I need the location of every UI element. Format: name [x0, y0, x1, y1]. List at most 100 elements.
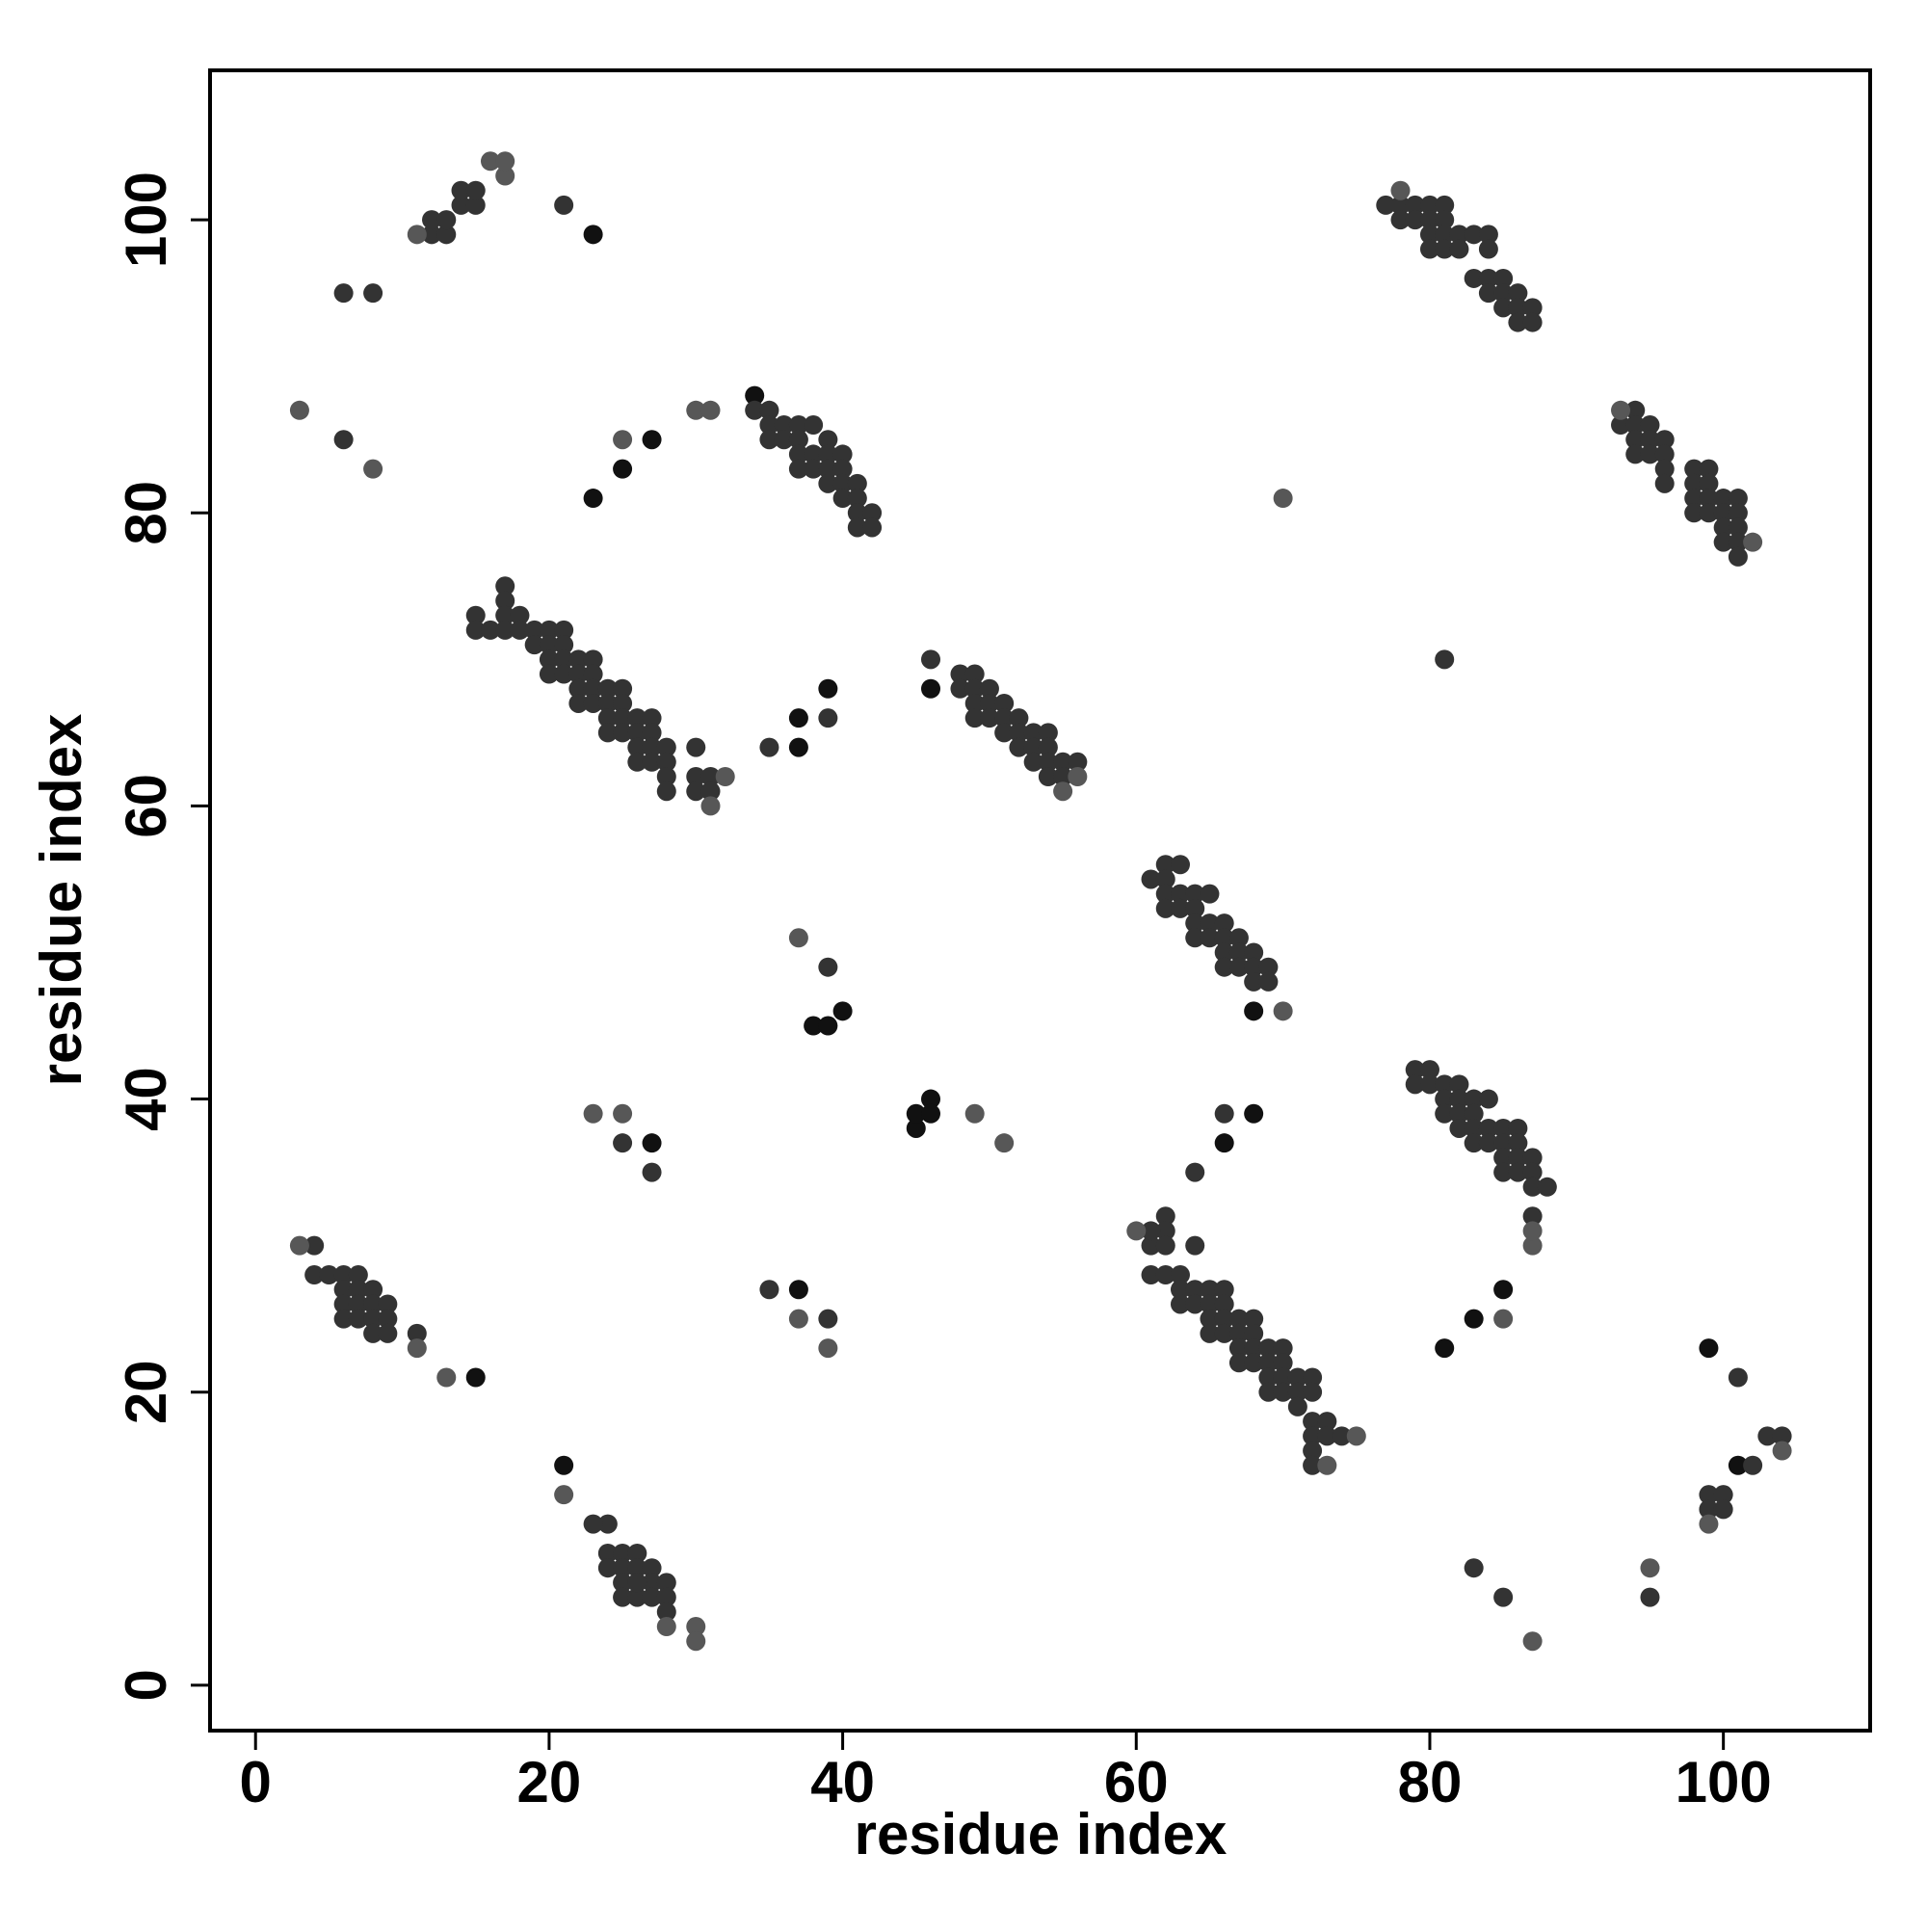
point	[1419, 239, 1439, 259]
point	[1141, 1265, 1161, 1285]
point	[1273, 1338, 1293, 1359]
point	[1522, 1206, 1543, 1227]
point	[348, 1294, 368, 1314]
point	[804, 444, 824, 464]
point	[804, 415, 824, 436]
point	[1522, 1631, 1543, 1652]
point	[1625, 415, 1646, 436]
point	[818, 444, 838, 464]
point	[1170, 1280, 1190, 1300]
point	[1435, 1074, 1455, 1095]
point	[964, 708, 985, 728]
point	[597, 723, 618, 743]
point	[451, 195, 471, 215]
point	[1214, 1133, 1234, 1153]
point	[597, 693, 618, 713]
point	[1654, 459, 1675, 479]
point	[1317, 1426, 1337, 1446]
point	[613, 678, 633, 699]
point	[1258, 1382, 1279, 1402]
point	[627, 1543, 647, 1563]
point	[495, 166, 515, 186]
y-tick-label: 40	[114, 1067, 178, 1131]
point	[1170, 1294, 1190, 1314]
point	[715, 766, 735, 786]
point	[788, 459, 808, 479]
point	[1640, 444, 1660, 464]
point	[1376, 195, 1396, 215]
point	[1214, 1280, 1234, 1300]
point	[613, 1103, 633, 1124]
point	[554, 620, 574, 640]
point	[1214, 1103, 1234, 1124]
point	[583, 693, 603, 713]
point	[1684, 459, 1704, 479]
point	[964, 678, 985, 699]
point	[847, 473, 867, 493]
point	[818, 1016, 838, 1036]
point	[1228, 928, 1249, 948]
point	[1009, 708, 1029, 728]
point	[363, 1309, 383, 1329]
point	[554, 635, 574, 655]
point	[1478, 283, 1498, 304]
point	[1185, 884, 1205, 904]
point	[1508, 1118, 1528, 1138]
y-tick-label: 20	[114, 1360, 178, 1424]
point	[1068, 752, 1088, 772]
point	[788, 737, 808, 757]
point	[613, 1558, 633, 1578]
point	[979, 708, 999, 728]
point	[686, 766, 706, 786]
point	[1053, 781, 1073, 802]
point	[1449, 1089, 1469, 1109]
point	[480, 151, 500, 172]
point	[524, 635, 544, 655]
point	[1493, 1118, 1514, 1138]
point	[1464, 225, 1484, 245]
point	[1772, 1426, 1792, 1446]
point	[554, 195, 574, 215]
point	[1464, 1558, 1484, 1578]
point	[465, 180, 486, 200]
point	[583, 664, 603, 684]
point	[627, 1558, 647, 1578]
point	[465, 620, 486, 640]
point	[1449, 1074, 1469, 1095]
point	[1185, 1294, 1205, 1314]
point	[627, 737, 647, 757]
point	[1478, 268, 1498, 288]
point	[686, 781, 706, 802]
point	[363, 1280, 383, 1300]
x-tick-label: 100	[1676, 1750, 1772, 1814]
point	[1228, 1309, 1249, 1329]
point	[1713, 503, 1733, 523]
point	[1200, 928, 1220, 948]
point	[568, 649, 589, 670]
point	[1713, 489, 1733, 509]
point	[627, 752, 647, 772]
point	[847, 503, 867, 523]
point	[1728, 1367, 1748, 1388]
point	[495, 576, 515, 596]
point	[1728, 1455, 1748, 1475]
point	[1419, 225, 1439, 245]
point	[1625, 444, 1646, 464]
point	[921, 1089, 941, 1109]
point	[1228, 957, 1249, 977]
point	[1449, 1118, 1469, 1138]
point	[465, 1367, 486, 1388]
point	[818, 1309, 838, 1329]
point	[642, 430, 662, 450]
point	[495, 605, 515, 625]
point	[363, 1323, 383, 1343]
point	[950, 664, 970, 684]
point	[1214, 942, 1234, 963]
point	[745, 400, 765, 420]
point	[1185, 913, 1205, 934]
point	[1228, 1353, 1249, 1373]
point	[539, 664, 559, 684]
point	[613, 1133, 633, 1153]
point	[289, 1235, 309, 1256]
point	[1258, 1338, 1279, 1359]
